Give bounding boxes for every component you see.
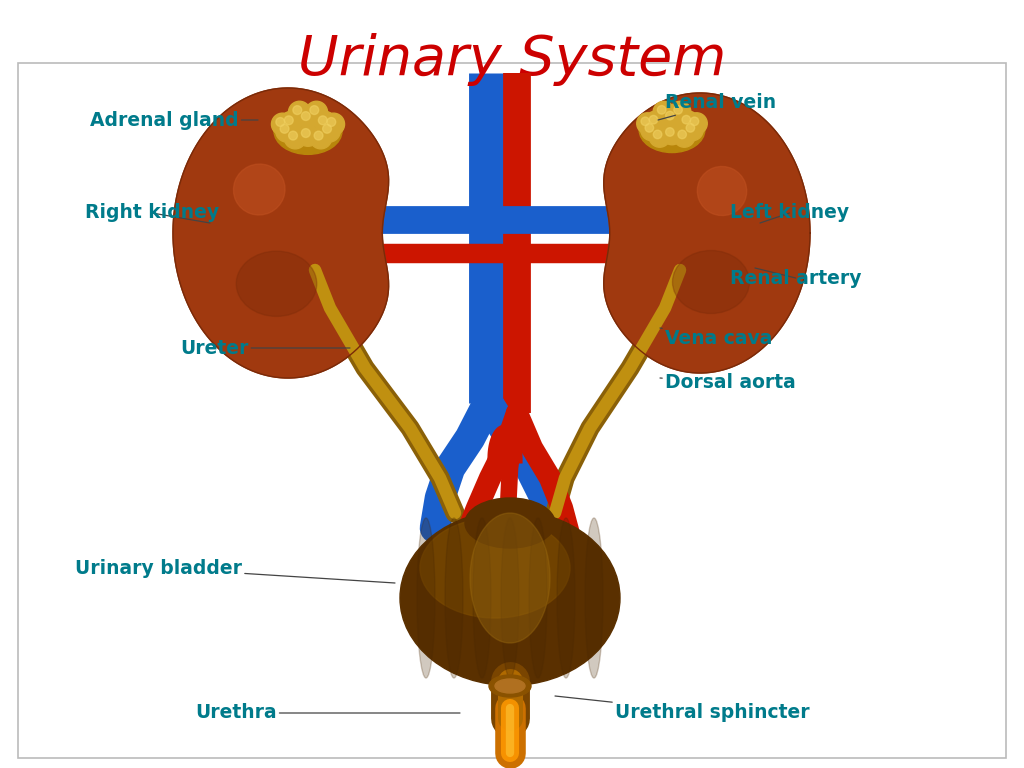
Ellipse shape — [529, 518, 547, 678]
Ellipse shape — [275, 120, 298, 142]
Ellipse shape — [297, 108, 319, 129]
Ellipse shape — [314, 111, 336, 134]
Ellipse shape — [310, 106, 318, 114]
Ellipse shape — [285, 116, 293, 124]
Ellipse shape — [445, 518, 463, 678]
Ellipse shape — [400, 511, 620, 686]
Ellipse shape — [271, 113, 294, 135]
Ellipse shape — [289, 101, 310, 124]
Ellipse shape — [585, 518, 603, 678]
Ellipse shape — [653, 101, 675, 123]
Ellipse shape — [639, 108, 705, 153]
Ellipse shape — [495, 679, 525, 693]
Ellipse shape — [237, 251, 316, 316]
Ellipse shape — [233, 164, 285, 215]
Text: Dorsal aorta: Dorsal aorta — [660, 373, 796, 392]
Ellipse shape — [275, 118, 285, 127]
Text: Urethra: Urethra — [195, 703, 460, 723]
Ellipse shape — [501, 518, 519, 678]
Ellipse shape — [470, 513, 550, 643]
Text: Right kidney: Right kidney — [85, 204, 219, 223]
Ellipse shape — [289, 131, 297, 140]
Ellipse shape — [657, 105, 666, 114]
Ellipse shape — [686, 124, 694, 132]
Ellipse shape — [674, 105, 682, 114]
Ellipse shape — [297, 124, 319, 146]
Ellipse shape — [323, 113, 344, 135]
Ellipse shape — [682, 115, 690, 124]
Ellipse shape — [678, 130, 686, 139]
Ellipse shape — [678, 111, 699, 132]
Text: Adrenal gland: Adrenal gland — [90, 111, 258, 130]
Ellipse shape — [637, 113, 658, 134]
Text: Urinary System: Urinary System — [298, 33, 726, 86]
Ellipse shape — [645, 111, 667, 132]
Ellipse shape — [489, 675, 531, 697]
Ellipse shape — [645, 124, 653, 132]
Ellipse shape — [666, 111, 674, 120]
Ellipse shape — [557, 518, 575, 678]
Ellipse shape — [662, 107, 683, 128]
Ellipse shape — [318, 116, 328, 124]
Ellipse shape — [641, 117, 649, 126]
Ellipse shape — [274, 108, 342, 154]
Ellipse shape — [301, 128, 310, 137]
Text: Urinary bladder: Urinary bladder — [75, 558, 395, 583]
Ellipse shape — [281, 124, 289, 133]
Ellipse shape — [465, 498, 555, 548]
Ellipse shape — [301, 111, 310, 121]
Ellipse shape — [682, 119, 703, 141]
Text: Vena cava: Vena cava — [660, 328, 772, 347]
Ellipse shape — [662, 124, 683, 144]
Ellipse shape — [420, 518, 570, 618]
Ellipse shape — [285, 127, 306, 149]
Ellipse shape — [318, 120, 340, 142]
Ellipse shape — [670, 101, 691, 123]
Ellipse shape — [305, 101, 328, 124]
Ellipse shape — [280, 111, 302, 134]
Ellipse shape — [309, 127, 332, 149]
Ellipse shape — [649, 126, 671, 147]
Text: Left kidney: Left kidney — [730, 204, 849, 223]
Ellipse shape — [314, 131, 323, 140]
Ellipse shape — [417, 518, 435, 678]
Ellipse shape — [327, 118, 336, 127]
Ellipse shape — [649, 115, 657, 124]
Ellipse shape — [673, 250, 750, 313]
Text: Ureter: Ureter — [180, 339, 350, 357]
Ellipse shape — [641, 119, 663, 141]
Ellipse shape — [686, 113, 708, 134]
Polygon shape — [173, 88, 388, 378]
Ellipse shape — [674, 126, 695, 147]
Text: Renal artery: Renal artery — [730, 268, 861, 287]
Ellipse shape — [653, 130, 662, 139]
Ellipse shape — [293, 106, 302, 114]
Ellipse shape — [473, 518, 490, 678]
Text: Renal vein: Renal vein — [658, 94, 776, 120]
Ellipse shape — [323, 124, 332, 133]
Ellipse shape — [666, 127, 674, 136]
Text: Urethral sphincter: Urethral sphincter — [555, 696, 810, 723]
Ellipse shape — [697, 167, 746, 216]
FancyBboxPatch shape — [18, 63, 1006, 758]
Ellipse shape — [690, 117, 698, 126]
Polygon shape — [604, 93, 810, 373]
